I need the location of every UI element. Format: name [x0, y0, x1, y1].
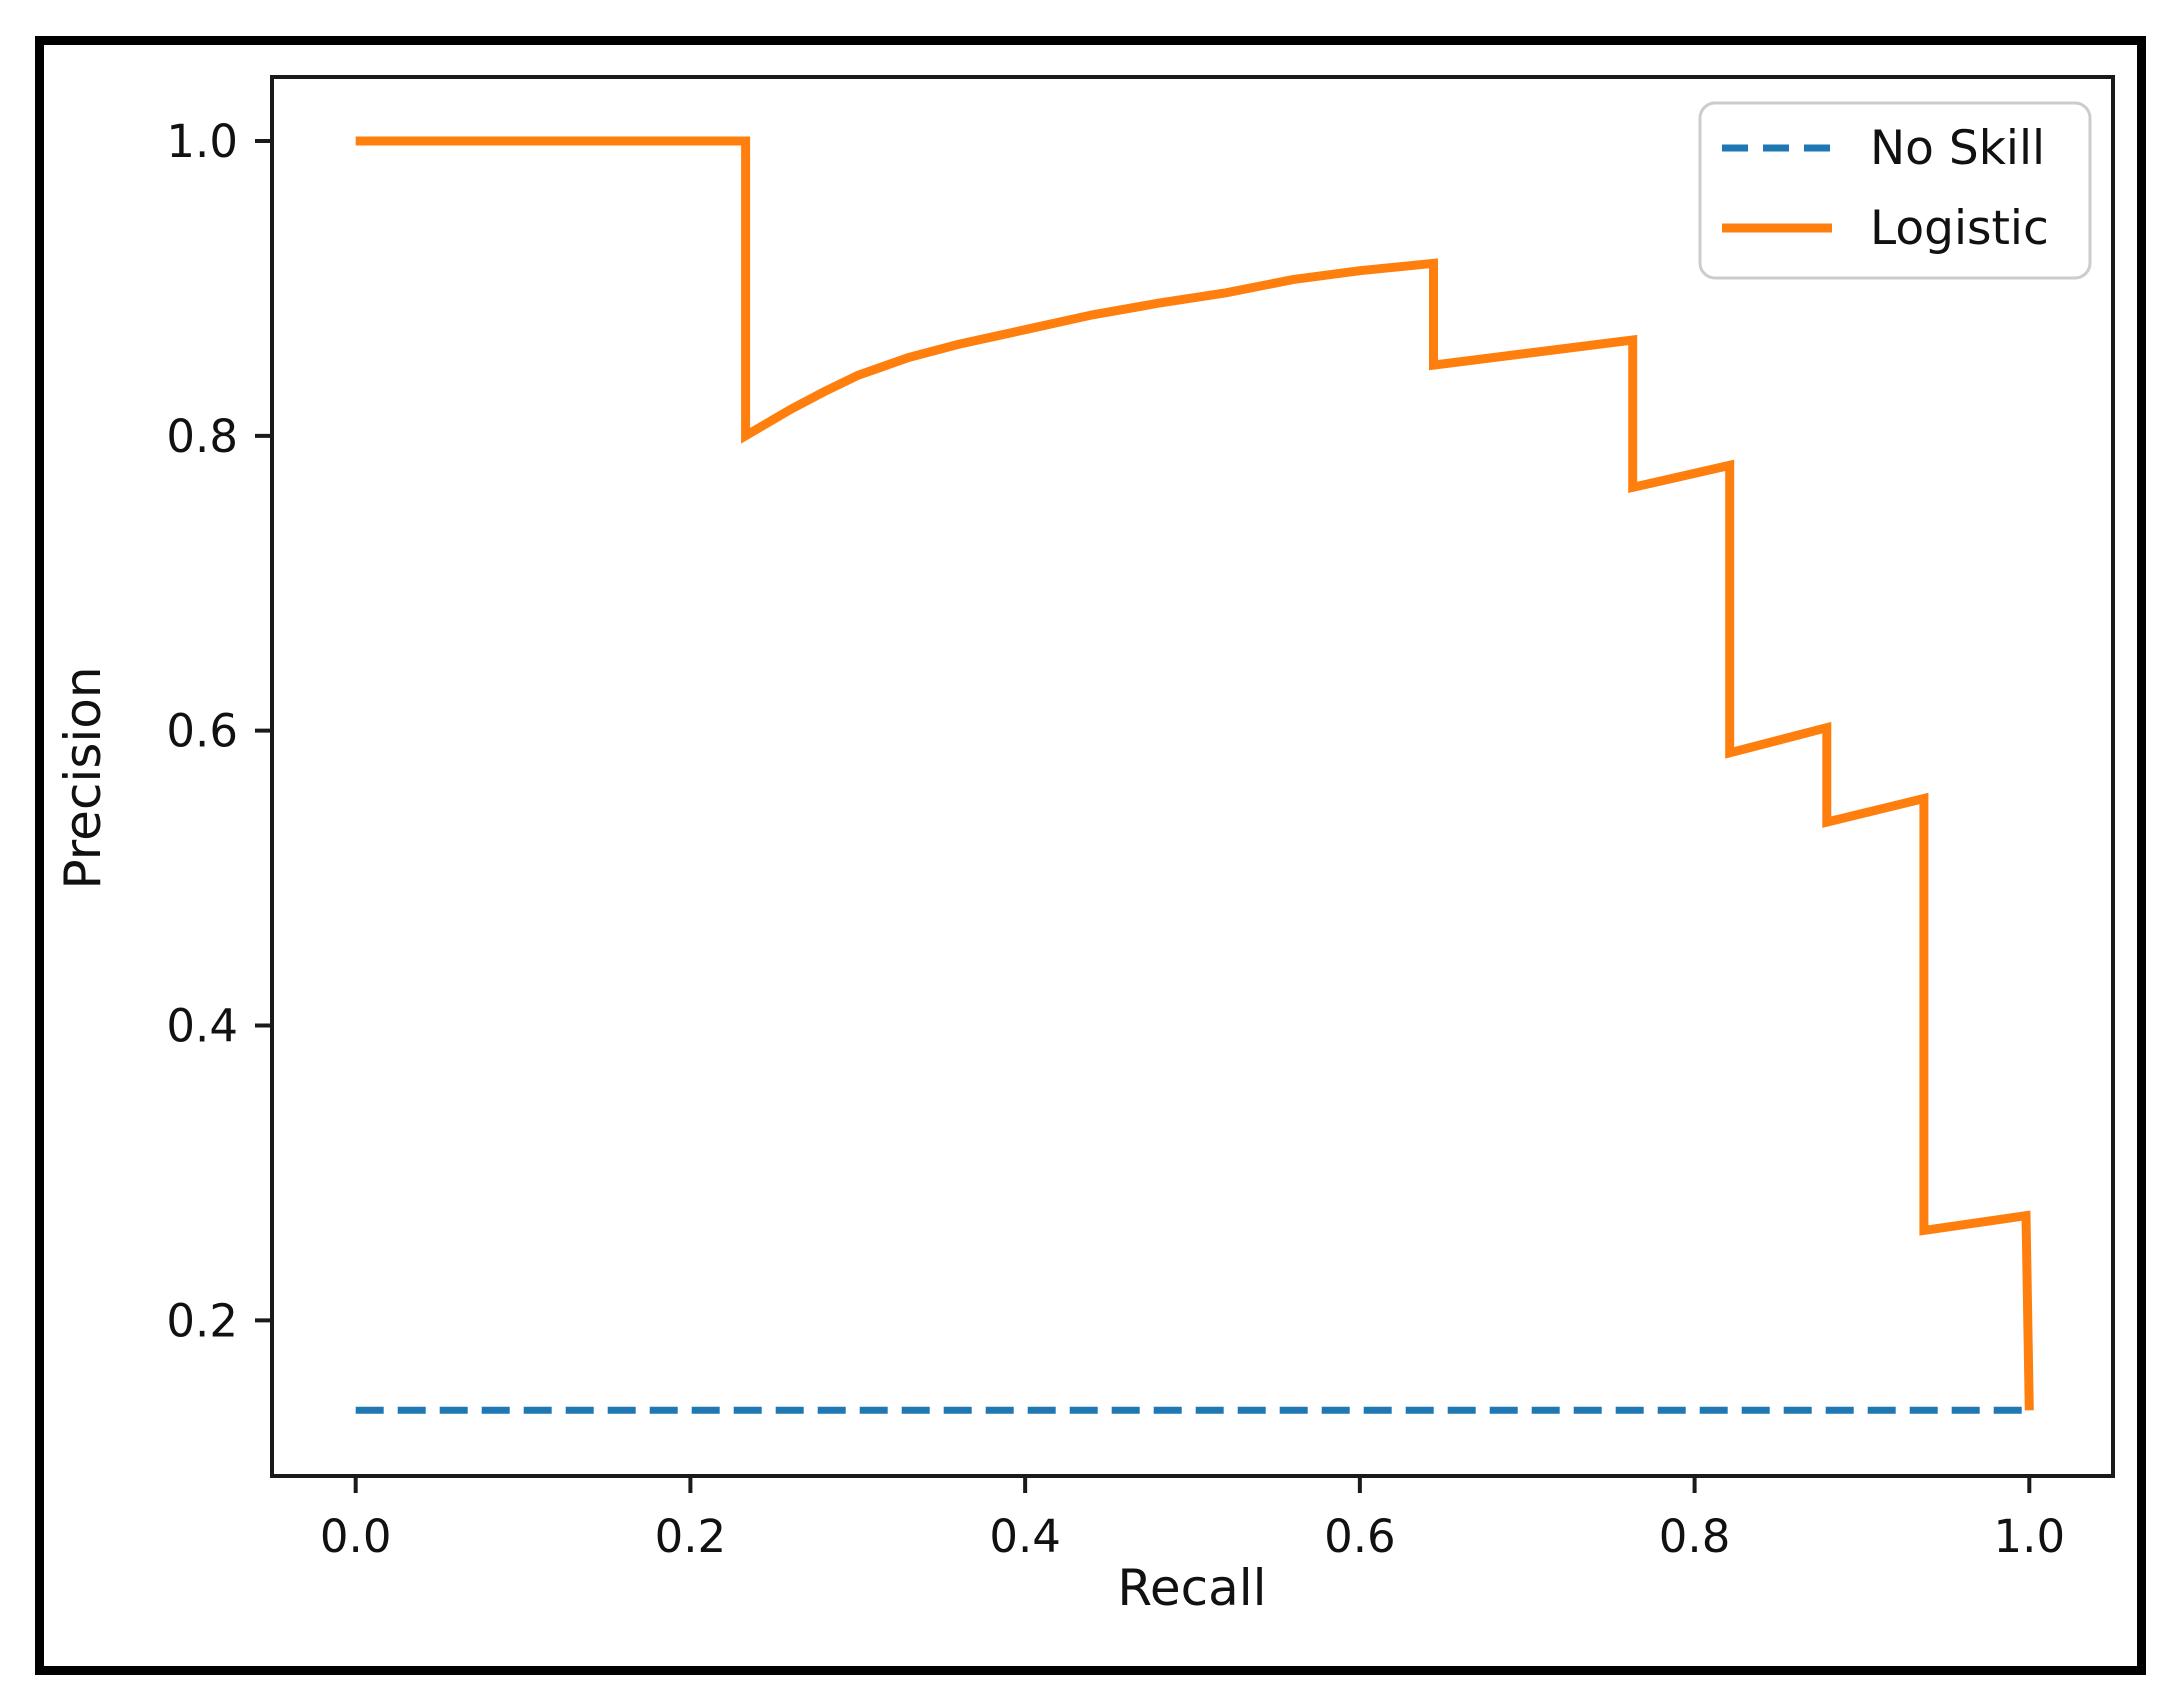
figure-border	[35, 36, 2146, 1675]
axis-ticks: 0.0 0.2 0.4 0.6 0.8 1.0 0.2 0.4 0.6 0.8 1.0	[166, 115, 2065, 1563]
x-tick-label: 0.2	[655, 1510, 727, 1563]
y-tick-label: 0.6	[166, 705, 238, 758]
x-tick-label: 0.4	[989, 1510, 1061, 1563]
y-tick-label: 0.2	[166, 1294, 238, 1347]
y-axis-label: Precision	[54, 666, 112, 889]
x-tick-label: 1.0	[1994, 1510, 2066, 1563]
x-axis-label: Recall	[1117, 1559, 1266, 1617]
axes-box	[270, 75, 2115, 1478]
legend-label-no-skill: No Skill	[1870, 121, 2045, 176]
series-line-logistic	[355, 136, 2034, 1411]
chart-series	[355, 136, 2034, 1414]
legend: No Skill Logistic	[1698, 101, 2092, 280]
y-tick-label: 0.8	[166, 410, 238, 463]
x-tick-label: 0.8	[1659, 1510, 1731, 1563]
legend-box	[1698, 101, 2092, 280]
y-tick-label: 0.4	[166, 999, 238, 1052]
x-tick-label: 0.0	[320, 1510, 392, 1563]
y-tick-label: 1.0	[166, 115, 238, 168]
legend-label-logistic: Logistic	[1870, 201, 2049, 256]
x-tick-label: 0.6	[1324, 1510, 1396, 1563]
